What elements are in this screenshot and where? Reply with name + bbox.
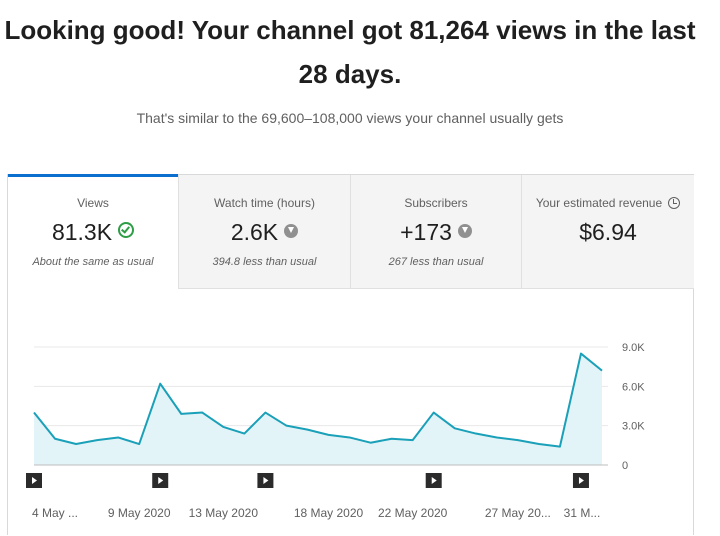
x-tick-label: 18 May 2020 [294, 506, 364, 520]
video-marker-play-icon[interactable] [257, 473, 273, 488]
series-line [34, 354, 602, 447]
video-marker-play-icon[interactable] [152, 473, 168, 488]
x-tick-label: 31 M... [564, 506, 601, 520]
area-fill [34, 354, 602, 465]
x-tick-label: 27 May 20... [485, 506, 551, 520]
y-tick-label: 6.0K [622, 381, 645, 393]
x-tick-label: 4 May ... [32, 506, 78, 520]
video-marker-play-icon[interactable] [426, 473, 442, 488]
typical-range-text: That's similar to the 69,600–108,000 vie… [0, 110, 700, 126]
video-marker-play-icon[interactable] [573, 473, 589, 488]
views-chart: 0 3.0K 6.0K 9.0K 4 May ... 9 May 2020 13 May 2… [8, 175, 694, 536]
x-tick-label: 22 May 2020 [378, 506, 448, 520]
x-tick-label: 13 May 2020 [189, 506, 259, 520]
x-tick-label: 9 May 2020 [108, 506, 171, 520]
video-marker-play-icon[interactable] [26, 473, 42, 488]
y-tick-label: 0 [622, 460, 628, 472]
y-tick-label: 9.0K [622, 342, 645, 354]
analytics-card: Views 81.3K About the same as usual Watc… [7, 174, 694, 535]
y-tick-label: 3.0K [622, 421, 645, 433]
headline: Looking good! Your channel got 81,264 vi… [0, 8, 700, 96]
